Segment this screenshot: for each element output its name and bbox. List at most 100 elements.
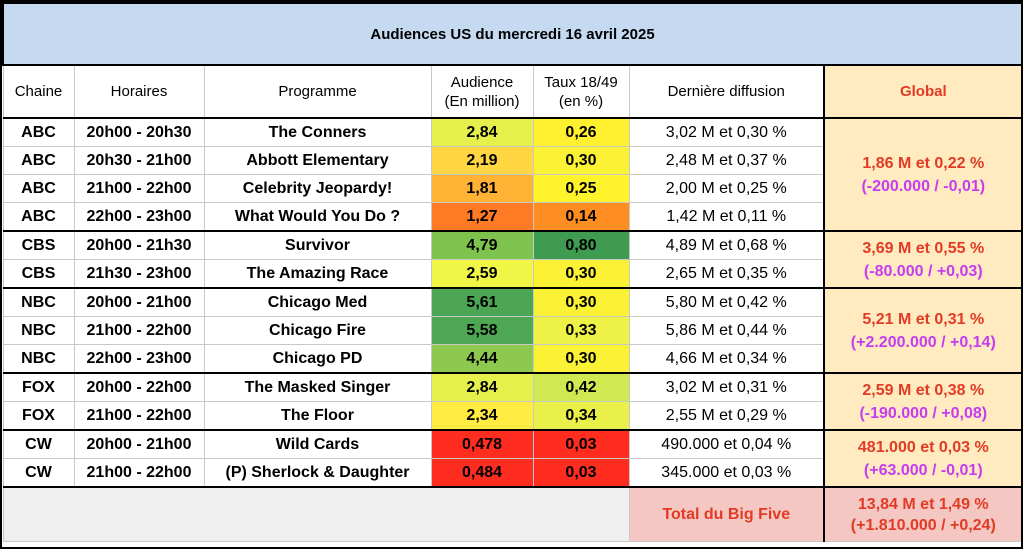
cell-chaine: NBC: [2, 287, 75, 317]
cell-programme: The Conners: [203, 117, 432, 147]
cell-taux: 0,30: [532, 146, 630, 175]
header-global: Global: [822, 64, 1023, 119]
header-audience-line1: Audience: [450, 73, 514, 91]
cell-horaires: 20h00 - 22h00: [73, 372, 205, 402]
cell-horaires: 20h00 - 21h00: [73, 429, 205, 459]
table-row: NBC 22h00 - 23h00 Chicago PD 4,44 0,30 4…: [2, 344, 1022, 374]
cell-audience: 2,34: [430, 401, 534, 431]
cell-derniere-diffusion: 4,66 M et 0,34 %: [628, 344, 825, 374]
cell-taux: 0,42: [532, 372, 630, 402]
cell-horaires: 22h00 - 23h00: [73, 344, 205, 374]
total-value-line2: (+1.810.000 / +0,24): [850, 516, 996, 534]
cell-taux: 0,80: [532, 230, 630, 260]
table-row: ABC 21h00 - 22h00 Celebrity Jeopardy! 1,…: [2, 174, 1022, 203]
cell-programme: The Floor: [203, 401, 432, 431]
cell-derniere-diffusion: 3,02 M et 0,31 %: [628, 372, 825, 402]
cell-derniere-diffusion: 1,42 M et 0,11 %: [628, 202, 825, 232]
table-row: CBS 21h30 - 23h00 The Amazing Race 2,59 …: [2, 259, 1022, 289]
cell-derniere-diffusion: 4,89 M et 0,68 %: [628, 230, 825, 260]
cell-horaires: 21h00 - 22h00: [73, 316, 205, 345]
cell-chaine: CW: [2, 429, 75, 459]
cell-audience: 5,61: [430, 287, 534, 317]
global-abc-total: 1,86 M et 0,22 %: [862, 154, 985, 172]
cell-horaires: 21h00 - 22h00: [73, 174, 205, 203]
cell-derniere-diffusion: 345.000 et 0,03 %: [628, 458, 825, 488]
table-row: ABC 22h00 - 23h00 What Would You Do ? 1,…: [2, 202, 1022, 232]
cell-taux: 0,26: [532, 117, 630, 147]
cell-audience: 1,81: [430, 174, 534, 203]
cell-chaine: CW: [2, 458, 75, 488]
cell-derniere-diffusion: 2,65 M et 0,35 %: [628, 259, 825, 289]
global-cbs: 3,69 M et 0,55 % (-80.000 / +0,03): [822, 230, 1023, 289]
cell-programme: Wild Cards: [203, 429, 432, 459]
cell-derniere-diffusion: 2,48 M et 0,37 %: [628, 146, 825, 175]
global-nbc-diff: (+2.200.000 / +0,14): [850, 333, 996, 351]
cell-horaires: 21h00 - 22h00: [73, 458, 205, 488]
cell-programme: The Masked Singer: [203, 372, 432, 402]
header-taux-line1: Taux 18/49: [544, 73, 618, 91]
table-row: FOX 21h00 - 22h00 The Floor 2,34 0,34 2,…: [2, 401, 1022, 431]
global-fox-total: 2,59 M et 0,38 %: [862, 381, 985, 399]
global-abc-diff: (-200.000 / -0,01): [861, 177, 986, 195]
cell-taux: 0,03: [532, 458, 630, 488]
cell-chaine: ABC: [2, 117, 75, 147]
total-value-line1: 13,84 M et 1,49 %: [857, 495, 989, 513]
cell-derniere-diffusion: 5,86 M et 0,44 %: [628, 316, 825, 345]
cell-derniere-diffusion: 5,80 M et 0,42 %: [628, 287, 825, 317]
cell-chaine: CBS: [2, 230, 75, 260]
header-audience-line2: (En million): [444, 92, 520, 110]
cell-horaires: 20h00 - 20h30: [73, 117, 205, 147]
cell-taux: 0,03: [532, 429, 630, 459]
cell-audience: 2,84: [430, 372, 534, 402]
cell-chaine: ABC: [2, 146, 75, 175]
table-row: CBS 20h00 - 21h30 Survivor 4,79 0,80 4,8…: [2, 230, 1023, 289]
cell-chaine: FOX: [2, 372, 75, 402]
cell-programme: Abbott Elementary: [203, 146, 432, 175]
cell-taux: 0,30: [532, 344, 630, 374]
global-cbs-total: 3,69 M et 0,55 %: [862, 239, 985, 257]
table-row: NBC 21h00 - 22h00 Chicago Fire 5,58 0,33…: [2, 316, 1022, 345]
cell-programme: (P) Sherlock & Daughter: [203, 458, 432, 488]
header-programme: Programme: [203, 64, 432, 119]
cell-horaires: 21h00 - 22h00: [73, 401, 205, 431]
header-horaires: Horaires: [73, 64, 205, 119]
cell-horaires: 20h30 - 21h00: [73, 146, 205, 175]
cell-audience: 2,19: [430, 146, 534, 175]
table-row: CW 20h00 - 21h00 Wild Cards 0,478 0,03 4…: [2, 429, 1023, 488]
total-value: 13,84 M et 1,49 % (+1.810.000 / +0,24): [822, 486, 1023, 542]
cell-programme: The Amazing Race: [203, 259, 432, 289]
cell-audience: 0,478: [430, 429, 534, 459]
header-taux: Taux 18/49 (en %): [532, 64, 630, 119]
cell-audience: 2,84: [430, 117, 534, 147]
total-row: Total du Big Five 13,84 M et 1,49 % (+1.8…: [2, 486, 1023, 542]
header-row: Chaine Horaires Programme Audience (En mi…: [2, 64, 1023, 119]
cell-audience: 0,484: [430, 458, 534, 488]
table-row: CW 21h00 - 22h00 (P) Sherlock & Daughter…: [2, 458, 1022, 488]
header-derniere-diffusion: Dernière diffusion: [628, 64, 825, 119]
cell-taux: 0,30: [532, 259, 630, 289]
cell-derniere-diffusion: 490.000 et 0,04 %: [628, 429, 825, 459]
header-taux-line2: (en %): [558, 92, 604, 110]
cell-derniere-diffusion: 2,00 M et 0,25 %: [628, 174, 825, 203]
table-row: NBC 20h00 - 21h00 Chicago Med 5,61 0,30 …: [2, 287, 1023, 374]
cell-audience: 1,27: [430, 202, 534, 232]
cell-chaine: FOX: [2, 401, 75, 431]
cell-programme: Chicago Med: [203, 287, 432, 317]
cell-taux: 0,25: [532, 174, 630, 203]
table-row: ABC 20h00 - 20h30 The Conners 2,84 0,26 …: [2, 117, 1023, 232]
cell-derniere-diffusion: 3,02 M et 0,30 %: [628, 117, 825, 147]
global-cw: 481.000 et 0,03 % (+63.000 / -0,01): [822, 429, 1023, 488]
table-title: Audiences US du mercredi 16 avril 2025: [1, 2, 1023, 66]
global-nbc-total: 5,21 M et 0,31 %: [862, 310, 985, 328]
header-audience: Audience (En million): [430, 64, 534, 119]
cell-programme: Chicago PD: [203, 344, 432, 374]
global-fox-diff: (-190.000 / +0,08): [859, 404, 988, 422]
global-nbc: 5,21 M et 0,31 % (+2.200.000 / +0,14): [822, 287, 1023, 374]
cell-chaine: ABC: [2, 174, 75, 203]
cell-audience: 5,58: [430, 316, 534, 345]
global-cw-total: 481.000 et 0,03 %: [857, 438, 989, 456]
cell-programme: Survivor: [203, 230, 432, 260]
cell-derniere-diffusion: 2,55 M et 0,29 %: [628, 401, 825, 431]
global-abc: 1,86 M et 0,22 % (-200.000 / -0,01): [822, 117, 1023, 232]
